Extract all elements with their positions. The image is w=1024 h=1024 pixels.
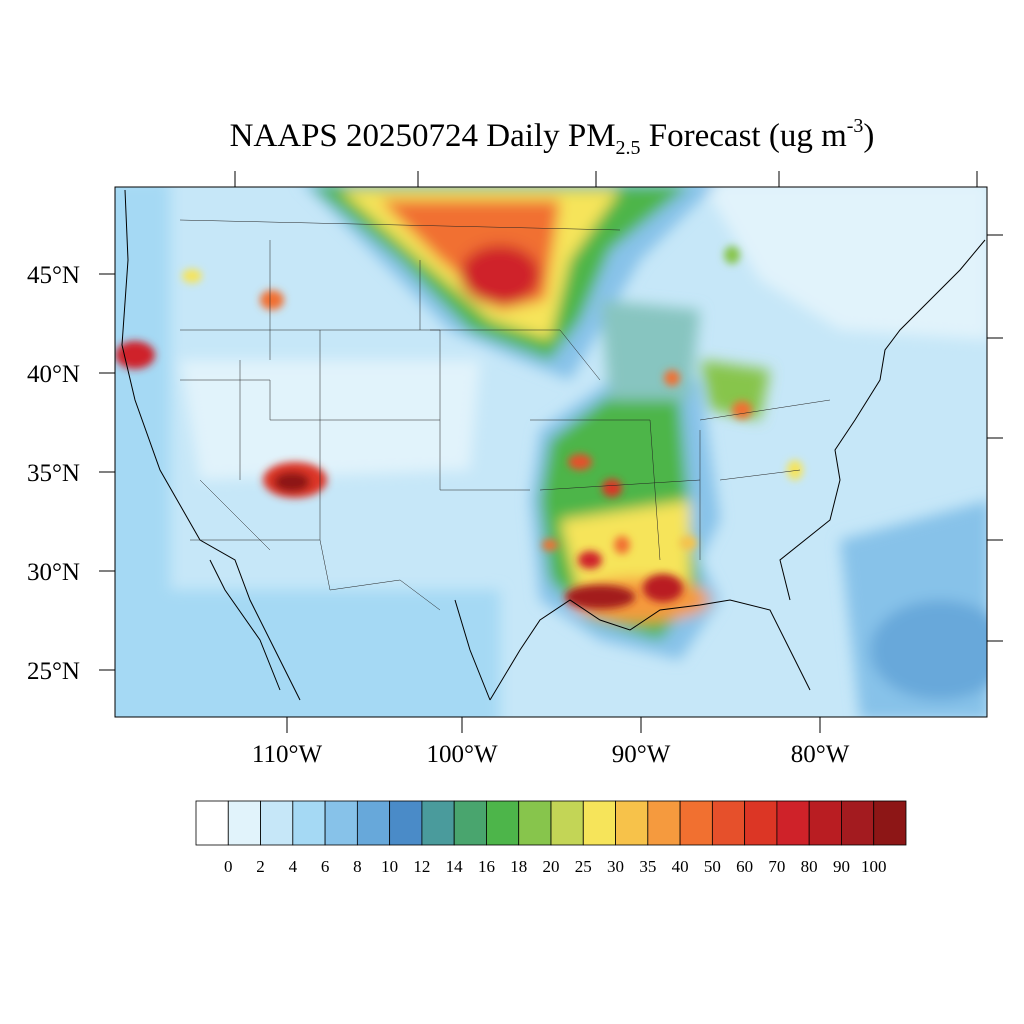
colorbar-box: [744, 800, 778, 846]
colorbar-box: [486, 800, 520, 846]
colorbar-box: [260, 800, 294, 846]
colorbar-label: 20: [543, 857, 560, 876]
colorbar-box: [647, 800, 681, 846]
colorbar-label: 4: [289, 857, 298, 876]
colorbar-box: [518, 800, 552, 846]
lon-label: 100°W: [426, 741, 497, 768]
colorbar-box: [808, 800, 842, 846]
title: NAAPS 20250724 Daily PM2.5 Forecast (ug …: [230, 115, 875, 159]
colorbar-label: 40: [672, 857, 689, 876]
colorbar-label: 6: [321, 857, 330, 876]
colorbar-label: 50: [704, 857, 721, 876]
colorbar-box: [292, 800, 326, 846]
colorbar-label: 80: [801, 857, 818, 876]
title-subscript: 2.5: [616, 137, 641, 159]
title-middle: Forecast (ug m: [641, 118, 848, 154]
lat-label: 25°N: [27, 658, 80, 685]
map-frame: [114, 186, 988, 718]
colorbar-box: [324, 800, 358, 846]
colorbar-box: [389, 800, 423, 846]
colorbar-box: [227, 800, 261, 846]
colorbar-label: 16: [478, 857, 495, 876]
colorbar-label: 25: [575, 857, 592, 876]
map-field: [115, 187, 987, 717]
title-end: ): [863, 118, 874, 154]
frame-ticks: [99, 171, 1003, 733]
lat-label: 40°N: [27, 361, 80, 388]
lat-label: 35°N: [27, 460, 80, 487]
colorbar-label: 0: [224, 857, 233, 876]
lat-label: 30°N: [27, 559, 80, 586]
colorbar-box: [711, 800, 746, 846]
colorbar-label: 70: [768, 857, 785, 876]
colorbar-label: 8: [353, 857, 362, 876]
title-main: NAAPS 20250724 Daily PM: [230, 118, 616, 154]
colorbar-box: [356, 800, 391, 846]
lon-label: 110°W: [252, 741, 323, 768]
colorbar-label: 60: [736, 857, 753, 876]
colorbar-label: 12: [413, 857, 430, 876]
colorbar-label: 30: [607, 857, 624, 876]
colorbar-label: 35: [639, 857, 656, 876]
colorbar-label: 2: [256, 857, 265, 876]
colorbar-label: 18: [510, 857, 527, 876]
title-superscript: -3: [847, 115, 864, 137]
lat-label: 45°N: [27, 262, 80, 289]
lon-label: 80°W: [791, 741, 850, 768]
colorbar-box: [453, 800, 487, 846]
colorbar-label: 90: [833, 857, 850, 876]
colorbar-box: [195, 800, 229, 846]
colorbar-box: [550, 800, 584, 846]
colorbar-label: 10: [381, 857, 398, 876]
colorbar-box: [776, 800, 810, 846]
colorbar-box: [582, 800, 616, 846]
colorbar-box: [873, 800, 907, 846]
colorbar-label: 14: [446, 857, 464, 876]
colorbar-box: [679, 800, 713, 846]
colorbar-box: [421, 800, 455, 846]
lon-label: 90°W: [612, 741, 671, 768]
colorbar-label: 100: [861, 857, 887, 876]
colorbar-box: [841, 800, 875, 846]
colorbar-box: [615, 800, 649, 846]
